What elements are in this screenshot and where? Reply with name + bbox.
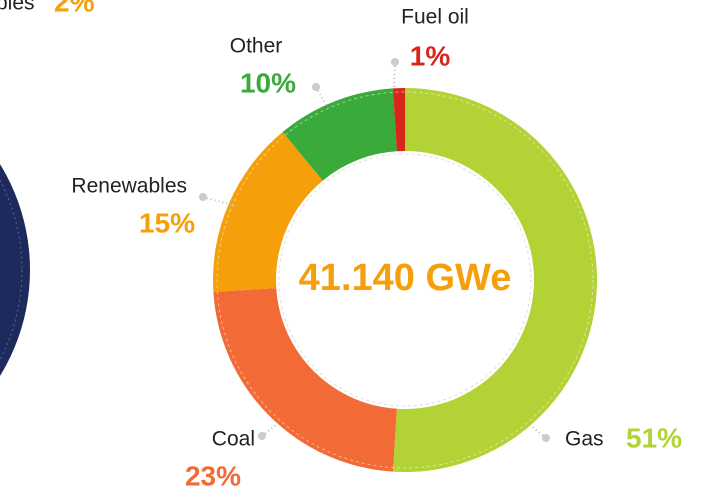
slice-name: Other [230, 35, 283, 58]
donut-slice [392, 88, 598, 472]
cropped-value: 2% [54, 0, 95, 17]
inner-ring [278, 153, 532, 407]
donut-slice [213, 132, 323, 293]
center-label: 41.140 GWe [299, 257, 512, 299]
donut-slice [213, 288, 397, 472]
neighbor-circle-ring [0, 179, 23, 361]
cropped-label: bles [0, 0, 35, 15]
slice-name: Coal [212, 428, 255, 451]
leader-dot [391, 58, 399, 66]
slice-value: 51% [626, 422, 682, 453]
donut [213, 88, 598, 472]
leader-line [393, 61, 396, 89]
slice-value: 15% [139, 207, 195, 238]
leader-dot [312, 83, 320, 91]
donut-slice [282, 88, 397, 181]
leader-dot [199, 193, 207, 201]
slice-value: 1% [410, 40, 451, 71]
slice-name: Fuel oil [401, 6, 469, 29]
leader-dot [258, 432, 266, 440]
slice-name: Gas [565, 428, 604, 451]
neighbor-circle [0, 164, 30, 376]
slice-value: 23% [185, 460, 241, 491]
leader-line [261, 424, 277, 437]
slice-value: 10% [240, 67, 296, 98]
leader-dot [542, 434, 550, 442]
slice-name: Renewables [71, 175, 187, 198]
donut-slice [392, 88, 405, 152]
leader-line [315, 86, 329, 109]
leader-line [202, 196, 237, 207]
outer-ring [216, 91, 594, 469]
